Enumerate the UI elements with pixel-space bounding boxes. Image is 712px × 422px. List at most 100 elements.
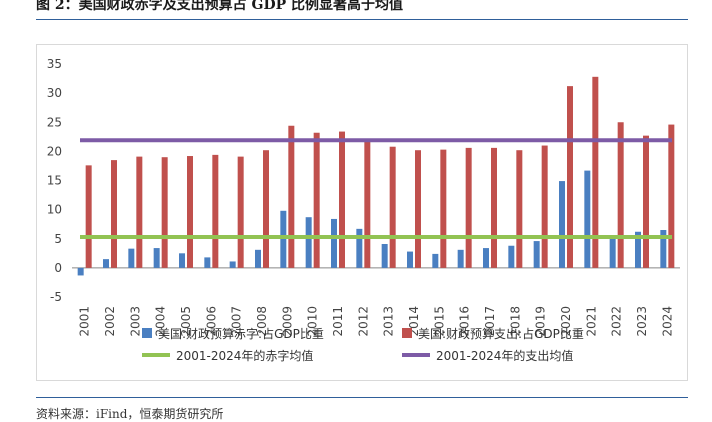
bar-spending-2019 xyxy=(541,145,548,268)
bar-spending-2003 xyxy=(136,156,143,268)
bar-spending-2012 xyxy=(364,140,371,268)
bar-spending-2004 xyxy=(161,157,168,268)
bar-spending-2020 xyxy=(567,86,573,268)
bar-deficit-2020 xyxy=(559,181,565,268)
bar-deficit-2016 xyxy=(457,249,464,268)
bar-deficit-2004 xyxy=(153,248,160,268)
y-tick-label: 10 xyxy=(47,203,62,217)
bar-spending-2005 xyxy=(187,156,193,268)
chart-frame xyxy=(36,44,688,381)
y-tick-label: 25 xyxy=(47,115,62,129)
x-tick-label: 2012 xyxy=(356,306,370,337)
legend-label-spending-mean: 2001-2024年的支出均值 xyxy=(436,348,574,363)
bar-deficit-2023 xyxy=(635,231,641,268)
x-tick-label: 2018 xyxy=(508,306,522,337)
bar-spending-2013 xyxy=(389,146,396,268)
x-tick-label: 2004 xyxy=(154,306,168,337)
bar-spending-2001 xyxy=(85,165,92,268)
bar-deficit-2006 xyxy=(204,257,211,268)
x-tick-label: 2017 xyxy=(483,306,497,337)
bar-deficit-2017 xyxy=(483,248,489,268)
bars xyxy=(77,76,675,276)
x-tick-label: 2013 xyxy=(382,306,396,337)
bar-deficit-2021 xyxy=(584,170,591,268)
bar-spending-2009 xyxy=(288,125,295,268)
x-tick-label: 2007 xyxy=(230,306,244,337)
x-tick-label: 2011 xyxy=(331,306,345,337)
x-tick-label: 2024 xyxy=(660,306,674,337)
bar-spending-2006 xyxy=(212,154,219,268)
bar-deficit-2008 xyxy=(255,249,261,268)
x-tick-label: 2003 xyxy=(128,306,142,337)
bar-deficit-2007 xyxy=(229,261,236,268)
bar-spending-2024 xyxy=(668,124,675,268)
legend: 美国:财政预算赤字:占GDP比重 美国:财政预算支出:占GDP比重 2001-2… xyxy=(142,322,662,366)
x-tick-label: 2010 xyxy=(306,306,320,337)
legend-label-spending: 美国:财政预算支出:占GDP比重 xyxy=(418,326,584,341)
x-tick-label: 2009 xyxy=(280,306,294,337)
legend-swatch-deficit-mean xyxy=(142,353,170,357)
bar-spending-2021 xyxy=(592,76,599,268)
bar-spending-2008 xyxy=(263,150,269,268)
x-tick-label: 2008 xyxy=(255,306,269,337)
x-tick-label: 2015 xyxy=(432,306,446,337)
bar-deficit-2001 xyxy=(77,267,84,276)
bar-spending-2010 xyxy=(313,132,320,268)
bar-deficit-2012 xyxy=(356,228,363,268)
bar-deficit-2002 xyxy=(103,259,109,268)
bar-spending-2007 xyxy=(237,156,244,268)
x-tick-label: 2002 xyxy=(103,306,117,337)
bar-deficit-2013 xyxy=(381,243,388,268)
bar-deficit-2018 xyxy=(508,245,515,268)
bar-deficit-2022 xyxy=(609,237,616,268)
legend-label-deficit-mean: 2001-2024年的赤字均值 xyxy=(176,348,314,363)
y-tick-label: 35 xyxy=(47,57,62,71)
y-tick-label: 15 xyxy=(47,174,62,188)
y-tick-label: 20 xyxy=(47,144,62,158)
x-tick-label: 2016 xyxy=(458,306,472,337)
legend-swatch-spending-mean xyxy=(402,353,430,357)
legend-item-deficit: 美国:财政预算赤字:占GDP比重 xyxy=(142,325,402,342)
bar-deficit-2003 xyxy=(128,248,135,268)
legend-swatch-spending xyxy=(402,328,412,338)
mean-lines xyxy=(80,138,672,240)
y-tick-label: -5 xyxy=(50,290,62,304)
bar-deficit-2010 xyxy=(305,217,312,268)
bar-deficit-2011 xyxy=(331,218,337,268)
bar-spending-2002 xyxy=(111,160,117,268)
source-note: 资料来源：iFind，恒泰期货研究所 xyxy=(36,407,224,421)
bar-spending-2023 xyxy=(643,135,649,268)
x-tick-label: 2023 xyxy=(635,306,649,337)
x-tick-label: 2001 xyxy=(78,306,92,337)
bar-spending-2015 xyxy=(440,149,447,268)
bar-deficit-2019 xyxy=(533,241,540,268)
bar-spending-2014 xyxy=(415,150,421,268)
figure-title: 图 2：美国财政赤字及支出预算占 GDP 比例显著高于均值 xyxy=(36,0,403,13)
x-tick-label: 2019 xyxy=(534,306,548,337)
legend-item-spending: 美国:财政预算支出:占GDP比重 xyxy=(402,325,662,342)
y-tick-label: 5 xyxy=(54,232,62,246)
x-tick-label: 2005 xyxy=(179,306,193,337)
bar-deficit-2009 xyxy=(280,210,287,268)
y-tick-label: 30 xyxy=(47,86,62,100)
legend-item-spending-mean: 2001-2024年的支出均值 xyxy=(402,347,662,364)
x-tick-label: 2006 xyxy=(204,306,218,337)
legend-swatch-deficit xyxy=(142,328,152,338)
bar-spending-2022 xyxy=(617,122,624,268)
bar-spending-2017 xyxy=(491,147,497,268)
bar-spending-2016 xyxy=(465,147,472,268)
x-tick-label: 2022 xyxy=(610,306,624,337)
y-tick-label: 0 xyxy=(54,261,62,275)
bar-deficit-2015 xyxy=(432,253,439,268)
x-tick-label: 2021 xyxy=(584,306,598,337)
bar-deficit-2024 xyxy=(660,230,667,268)
bar-deficit-2005 xyxy=(179,253,185,268)
bar-spending-2018 xyxy=(516,150,523,268)
x-tick-label: 2020 xyxy=(559,306,573,337)
x-axis-labels: 2001 2002 2003 2004 2005 2006 2007 2008 2009 2010… xyxy=(78,306,675,337)
legend-label-deficit: 美国:财政预算赤字:占GDP比重 xyxy=(158,326,324,341)
bar-spending-2011 xyxy=(339,131,345,268)
top-rule xyxy=(36,19,688,20)
bar-deficit-2014 xyxy=(407,251,413,268)
